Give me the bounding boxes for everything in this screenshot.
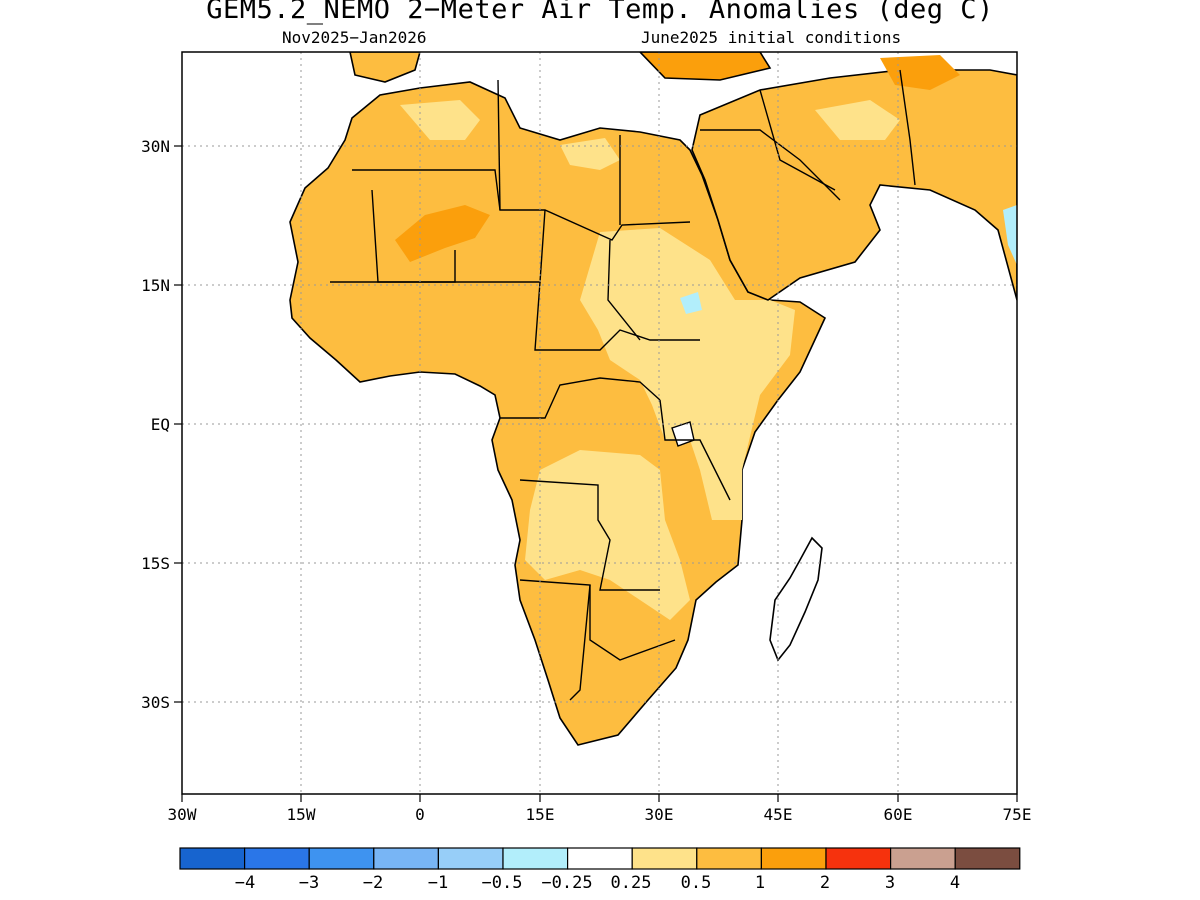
grid-lines bbox=[182, 52, 1017, 794]
y-tick-label: 30N bbox=[141, 137, 170, 156]
initial-conditions: June2025 initial conditions bbox=[641, 28, 902, 47]
colorbar-label: −0.5 bbox=[482, 873, 523, 893]
colorbar-label: 0.25 bbox=[611, 873, 652, 893]
x-tick-label: 60E bbox=[884, 805, 913, 824]
x-tick-label: 45E bbox=[764, 805, 793, 824]
colorbar-label: −4 bbox=[235, 873, 255, 893]
colorbar-label: 3 bbox=[885, 873, 895, 893]
x-tick-label: 75E bbox=[1003, 805, 1032, 824]
colorbar-swatch bbox=[631, 847, 698, 870]
map-title: GEM5.2_NEMO 2−Meter Air Temp. Anomalies … bbox=[206, 0, 994, 25]
colorbar-label: −1 bbox=[428, 873, 448, 893]
colorbar-swatch bbox=[825, 847, 892, 870]
weak-anomaly-egypt bbox=[560, 138, 620, 170]
colorbar-label: −2 bbox=[363, 873, 383, 893]
map-body bbox=[289, 52, 1017, 746]
europe-landmass bbox=[349, 52, 421, 83]
colorbar-swatch bbox=[308, 847, 375, 870]
weak-anomaly-east bbox=[580, 228, 795, 520]
colorbar-swatch bbox=[760, 847, 827, 870]
colorbar-swatch bbox=[179, 847, 246, 870]
map-frame bbox=[181, 51, 1018, 795]
weak-anomaly-arabia bbox=[815, 100, 900, 140]
colorbar-swatch bbox=[696, 847, 762, 870]
y-tick-label: 15N bbox=[141, 276, 170, 295]
forecast-period: Nov2025−Jan2026 bbox=[282, 28, 427, 47]
x-tick-label: 0 bbox=[415, 805, 425, 824]
colorbar-swatch bbox=[566, 847, 633, 870]
colorbar-label: 4 bbox=[950, 873, 960, 893]
country-borders bbox=[330, 69, 916, 701]
y-tick-label: 30S bbox=[141, 693, 170, 712]
weak-anomaly-sahara bbox=[400, 100, 480, 140]
strong-anomaly-sahel bbox=[395, 205, 490, 262]
x-tick-label: 15E bbox=[526, 805, 555, 824]
strong-anomaly-iran bbox=[880, 55, 960, 90]
colorbar-label: −0.25 bbox=[541, 873, 592, 893]
colorbar-swatch bbox=[373, 847, 439, 870]
colorbar-label: −3 bbox=[299, 873, 319, 893]
colorbar-labels: −4 −3 −2 −1 −0.5 −0.25 0.25 0.5 1 2 3 4 bbox=[235, 873, 960, 893]
colorbar-swatch bbox=[502, 847, 569, 870]
x-tick-label: 30E bbox=[645, 805, 674, 824]
colorbar-label: 0.5 bbox=[681, 873, 712, 893]
colorbar-label: 2 bbox=[820, 873, 830, 893]
turkey-landmass bbox=[638, 52, 772, 81]
axis-ticks bbox=[174, 145, 1018, 802]
y-tick-label: 15S bbox=[141, 554, 170, 573]
colorbar bbox=[179, 847, 1021, 870]
colorbar-swatch bbox=[244, 847, 310, 870]
colorbar-swatch bbox=[437, 847, 504, 870]
x-tick-label: 30W bbox=[168, 805, 197, 824]
cool-anomaly-india bbox=[1003, 205, 1017, 265]
colorbar-label: 1 bbox=[755, 873, 765, 893]
colorbar-swatch bbox=[889, 847, 956, 870]
cool-anomaly-ethiopia bbox=[680, 292, 702, 314]
colorbar-swatch bbox=[954, 847, 1021, 870]
x-tick-label: 15W bbox=[287, 805, 316, 824]
y-tick-label: EQ bbox=[151, 415, 170, 434]
